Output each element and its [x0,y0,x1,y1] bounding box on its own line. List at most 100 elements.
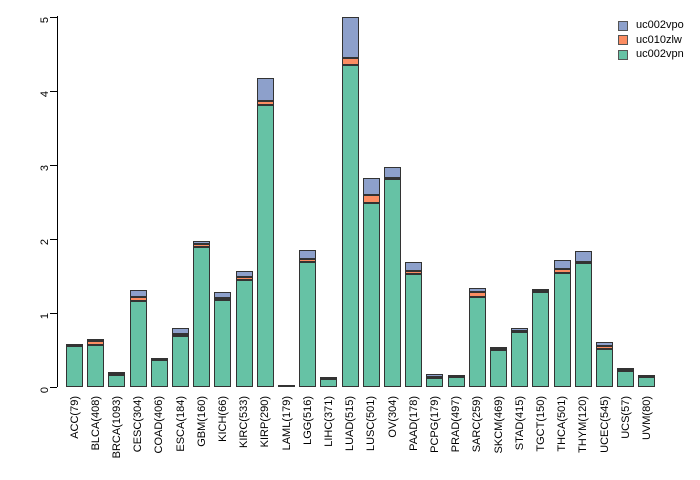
segment-uc002vpn [256,105,274,387]
y-axis-line [57,16,58,387]
x-label-prad497: PRAD(497) [450,396,463,453]
bar-prad497 [447,17,465,387]
segment-uc002vpn [532,291,550,387]
bar-acc79 [66,17,83,387]
segment-uc002vpn [172,335,189,387]
bar-paad178 [405,17,423,387]
bar-kirc533 [235,17,253,387]
bar-lihc371 [320,17,338,387]
segment-uc002vpn [490,350,507,387]
segment-uc002vpn [150,360,168,387]
bar-ov304 [384,17,401,387]
bar-ucec545 [596,17,613,387]
segment-uc002vpo [256,77,274,102]
segment-uc002vpn [66,346,83,387]
segment-uc002vpn [214,299,232,387]
segment-uc002vpo [299,250,317,259]
bar-kich66 [214,17,232,387]
y-tick-5 [50,16,57,18]
segment-uc002vpn [447,376,465,387]
bar-blca408 [87,17,105,387]
x-label-sarc259: SARC(259) [471,396,484,453]
bar-lusc501 [362,17,380,387]
x-label-thym120: THYM(120) [577,396,590,453]
bar-thca501 [553,17,571,387]
legend-swatch-uc002vpn [618,49,628,60]
segment-uc002vpn [87,344,105,387]
legend-item-uc002vpo: uc002vpo [618,20,684,31]
segment-uc002vpo [511,327,529,331]
segment-uc010zlw [405,270,423,274]
bar-esca184 [172,17,189,387]
segment-uc002vpo [172,327,189,335]
segment-uc002vpn [235,279,253,387]
segment-uc002vpo [129,290,147,298]
segment-uc002vpo [490,347,507,350]
segment-uc002vpn [638,376,656,387]
legend-swatch-uc010zlw [618,35,628,45]
x-label-kich66: KICH(66) [216,396,229,442]
x-label-kirc533: KIRC(533) [238,396,251,448]
x-label-luad515: LUAD(515) [344,396,357,452]
segment-uc002vpn [362,203,380,387]
x-label-coad406: COAD(406) [153,396,166,454]
x-label-ucs57: UCS(57) [619,396,632,439]
segment-uc002vpo [574,250,592,262]
segment-uc010zlw [362,195,380,204]
y-tick-4 [50,90,57,92]
segment-uc010zlw [256,101,274,106]
segment-uc002vpn [193,247,211,387]
segment-uc002vpn [468,296,486,387]
legend-item-uc002vpn: uc002vpn [618,49,684,60]
segment-uc002vpo [447,374,465,377]
segment-uc002vpn [405,273,423,387]
x-label-esca184: ESCA(184) [174,396,187,452]
legend-label-uc010zlw: uc010zlw [636,33,682,46]
segment-uc002vpo [214,291,232,299]
segment-uc002vpn [426,378,444,387]
segment-uc002vpo [235,270,253,277]
y-tick-label-1: 1 [39,313,51,320]
segment-uc002vpo [596,341,613,346]
bar-thym120 [574,17,592,387]
bar-uvm80 [638,17,656,387]
x-label-lihc371: LIHC(371) [322,396,335,447]
y-tick-0 [50,386,57,388]
bar-lgg516 [299,17,317,387]
x-label-uvm80: UVM(80) [640,396,653,441]
segment-uc002vpn [511,332,529,387]
y-tick-label-5: 5 [39,17,51,24]
segment-uc002vpn [574,263,592,387]
x-label-ov304: OV(304) [386,396,399,438]
segment-uc002vpo [66,343,83,346]
bar-kirp290 [256,17,274,387]
bar-sarc259 [468,17,486,387]
x-label-ucec545: UCEC(545) [598,396,611,453]
bar-cesc304 [129,17,147,387]
legend-label-uc002vpo: uc002vpo [636,19,684,31]
x-label-thca501: THCA(501) [556,396,569,452]
legend-label-uc002vpn: uc002vpn [636,48,684,60]
y-tick-label-3: 3 [39,165,51,172]
segment-uc002vpn [320,378,338,387]
bar-tgct150 [532,17,550,387]
segment-uc002vpn [617,370,635,387]
segment-uc002vpo [468,287,486,292]
segment-uc010zlw [341,57,359,66]
segment-uc002vpo [426,374,444,378]
x-label-blca408: BLCA(408) [89,396,102,451]
bar-brca1093 [108,17,126,387]
segment-uc010zlw [129,297,147,302]
segment-uc002vpn [278,385,295,387]
x-label-brca1093: BRCA(1093) [110,396,123,459]
bar-pcpg179 [426,17,444,387]
x-label-laml179: LAML(179) [280,396,293,451]
bar-skcm469 [490,17,507,387]
x-label-stad415: STAD(415) [513,396,526,451]
segment-uc002vpo [108,372,126,375]
x-label-lgg516: LGG(516) [301,396,314,445]
segment-uc002vpo [405,261,423,271]
y-tick-label-2: 2 [39,239,51,246]
legend-swatch-uc002vpo [618,20,628,31]
y-tick-label-0: 0 [39,387,51,394]
